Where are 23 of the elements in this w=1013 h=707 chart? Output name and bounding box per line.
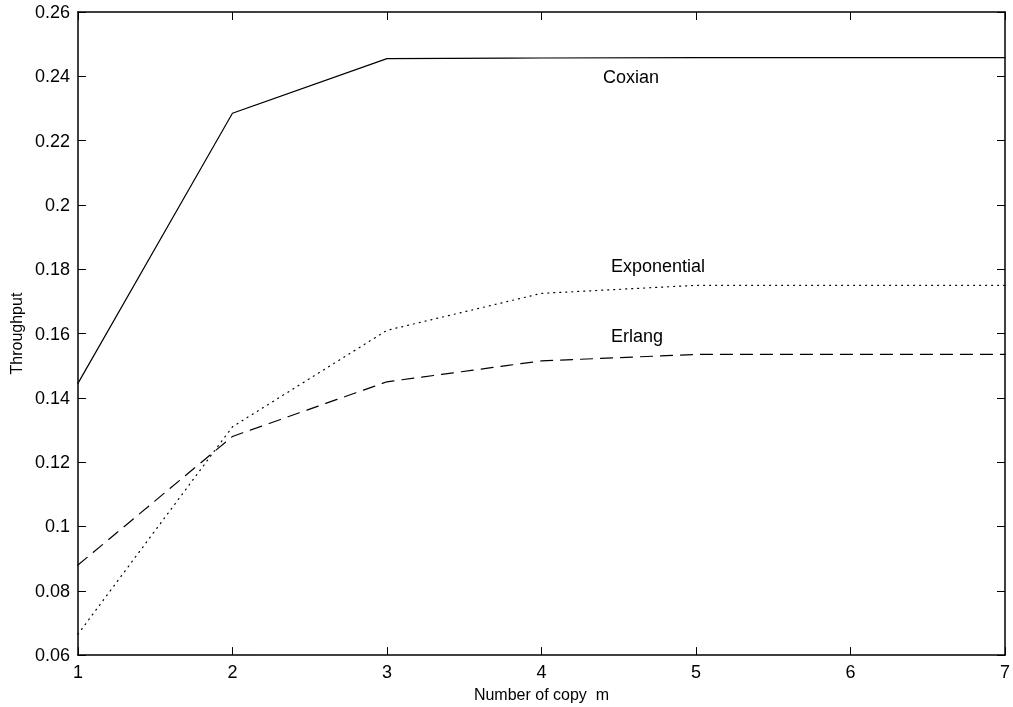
x-axis-title: Number of copy m <box>473 685 610 703</box>
x-tick-label: 7 <box>999 662 1010 683</box>
y-axis-title: Throughput <box>7 292 25 375</box>
y-tick-label: 0.26 <box>34 2 70 22</box>
y-tick-label: 0.12 <box>34 452 70 473</box>
x-tick-label: 2 <box>227 662 238 683</box>
x-tick-label: 5 <box>690 662 701 683</box>
y-tick-label: 0.16 <box>34 323 70 344</box>
y-tick-label: 0.08 <box>34 580 70 601</box>
annotation: Erlang <box>611 326 664 346</box>
annotation: Coxian <box>603 67 660 87</box>
x-tick-label: 4 <box>536 662 547 683</box>
x-tick-label: 1 <box>72 662 83 683</box>
y-tick-label: 0.06 <box>34 645 70 666</box>
y-tick-label: 0.2 <box>44 194 70 215</box>
y-tick-label: 0.1 <box>44 516 70 537</box>
x-tick-label: 3 <box>381 662 392 683</box>
y-tick-label: 0.22 <box>34 130 70 151</box>
x-tick-label: 6 <box>845 662 856 683</box>
y-tick-label: 0.24 <box>34 66 70 87</box>
y-tick-label: 0.14 <box>34 387 70 408</box>
annotation: Exponential <box>611 256 706 276</box>
y-tick-label: 0.18 <box>34 259 70 280</box>
